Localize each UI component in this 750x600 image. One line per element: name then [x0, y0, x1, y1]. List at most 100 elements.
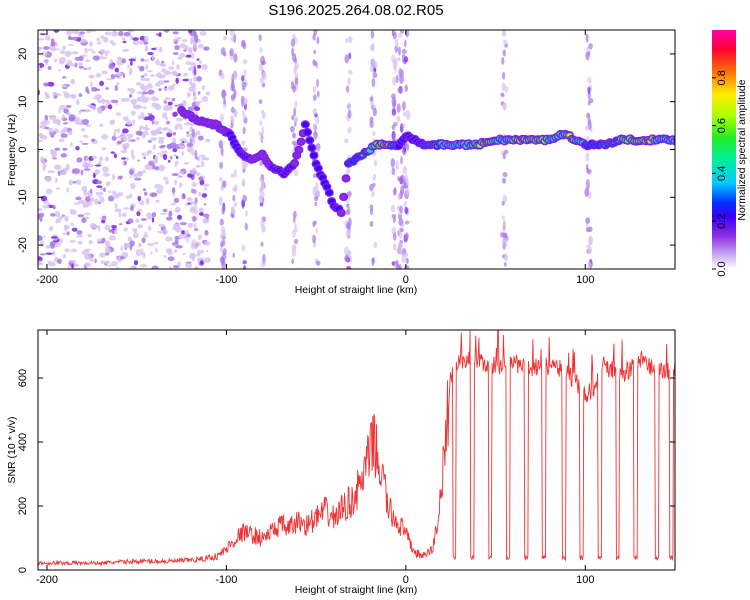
- spectrogram-noise-blob: [159, 145, 165, 149]
- spectrogram-noise-blob: [158, 138, 165, 145]
- spectrogram-streak-blob: [369, 120, 374, 128]
- spectrogram-noise-blob: [95, 72, 102, 78]
- spectrogram-noise-blob: [57, 170, 61, 177]
- spectrogram-streak-blob: [587, 117, 591, 125]
- spectrogram-noise-blob: [38, 38, 45, 41]
- spectrogram-streak-blob: [312, 122, 316, 131]
- spectrogram-streak-blob: [344, 54, 350, 64]
- spectrogram-noise-blob: [155, 189, 163, 194]
- spectrogram-noise-blob: [203, 46, 210, 51]
- spectrogram-noise-blob: [123, 227, 128, 232]
- spectrogram-noise-blob: [133, 234, 139, 239]
- spectrogram-noise-blob: [116, 135, 121, 139]
- spectrogram-noise-blob: [73, 36, 78, 42]
- spectrogram-noise-blob: [172, 31, 180, 35]
- spectrogram-noise-blob: [203, 157, 210, 161]
- spectrogram-noise-blob: [196, 58, 200, 61]
- spectrogram-noise-blob: [140, 264, 147, 268]
- spectrogram-streak-blob: [391, 54, 395, 63]
- spectrogram-noise-blob: [172, 51, 179, 56]
- spectrogram-noise-blob: [68, 114, 76, 121]
- spectrogram-noise-blob: [182, 39, 188, 43]
- spectrogram-noise-blob: [189, 78, 193, 82]
- spectrogram-streak-blob: [400, 30, 405, 34]
- spectrogram-noise-blob: [156, 152, 162, 155]
- spectrogram-noise-blob: [89, 30, 97, 33]
- spectrogram-noise-blob: [167, 256, 175, 262]
- spectrogram-noise-blob: [96, 37, 100, 42]
- spectrogram-noise-blob: [82, 134, 89, 138]
- spectrogram-noise-blob: [129, 182, 136, 190]
- spectrogram-noise-blob: [127, 236, 133, 242]
- spectrogram-noise-blob: [73, 168, 80, 175]
- spectrogram-streak-blob: [501, 82, 506, 92]
- spectrogram-noise-blob: [45, 245, 52, 249]
- spectrogram-streak-blob: [587, 261, 592, 269]
- spectrogram-noise-blob: [198, 176, 204, 182]
- spectrogram-noise-blob: [77, 214, 85, 218]
- spectrogram-noise-blob: [166, 216, 173, 221]
- spectrogram-noise-blob: [43, 82, 49, 87]
- spectrogram-streak-blob: [587, 86, 591, 94]
- spectrogram-noise-blob: [49, 114, 57, 121]
- spectrogram-noise-blob: [41, 160, 46, 165]
- ridge-peak: [674, 141, 675, 142]
- spectrogram-noise-blob: [162, 208, 168, 213]
- spectrogram-noise-blob: [164, 97, 171, 100]
- spectrogram-streak-blob: [503, 233, 507, 239]
- spectrogram-streak-blob: [193, 202, 198, 211]
- spectrogram-noise-blob: [179, 222, 188, 226]
- spectrogram-noise-blob: [143, 234, 149, 238]
- spectrogram-streak-blob: [314, 202, 318, 207]
- spectrogram-streak-blob: [586, 167, 590, 174]
- spectrogram-noise-blob: [179, 182, 182, 189]
- spectrogram-streak-blob: [222, 251, 227, 261]
- spectrogram-noise-blob: [115, 71, 124, 77]
- spectrogram-streak-blob: [259, 77, 265, 84]
- spectrogram-noise-blob: [171, 187, 176, 194]
- spectrogram-noise-blob: [105, 264, 113, 267]
- spectrogram-noise-blob: [147, 112, 153, 116]
- colorbar-tick-label: 0.6: [716, 118, 728, 133]
- spectrogram-noise-blob: [104, 260, 111, 265]
- spectrogram-streak-blob: [404, 142, 408, 149]
- spectrogram-noise-blob: [151, 119, 155, 125]
- spectrogram-noise-blob: [129, 67, 133, 74]
- spectrogram-noise-blob: [62, 147, 68, 151]
- spectrogram-noise-blob: [160, 150, 168, 154]
- spectrogram-noise-blob: [149, 251, 153, 255]
- spectrogram-streak-blob: [587, 76, 592, 85]
- spectrogram-noise-blob: [162, 176, 169, 181]
- spectrogram-noise-blob: [84, 253, 92, 260]
- spectrogram-noise-blob: [99, 187, 104, 191]
- spectrogram-streak-blob: [233, 70, 238, 81]
- spectrogram-noise-blob: [124, 97, 131, 102]
- spectrogram-noise-blob: [66, 30, 73, 36]
- spectrogram-streak-blob: [396, 103, 401, 114]
- spectrogram-noise-blob: [151, 217, 155, 223]
- spectrogram-noise-blob: [179, 52, 186, 58]
- spectrogram-noise-blob: [202, 183, 210, 187]
- spectrogram-noise-blob: [113, 229, 118, 235]
- spectrogram-streak-blob: [397, 87, 403, 94]
- spectrogram-streak-blob: [193, 66, 197, 76]
- spectrogram-noise-blob: [70, 222, 74, 226]
- spectrogram-noise-blob: [60, 50, 66, 55]
- spectrogram-streak-blob: [502, 49, 507, 57]
- spectrogram-noise-blob: [175, 117, 183, 122]
- spectrogram-noise-blob: [168, 248, 173, 253]
- spectrogram-noise-blob: [173, 154, 177, 157]
- spectrogram-streak-blob: [241, 140, 246, 146]
- spectrogram-noise-blob: [44, 176, 52, 182]
- spectrogram-noise-blob: [129, 35, 133, 40]
- spectrogram-noise-blob: [118, 223, 123, 226]
- spectrogram-noise-blob: [147, 139, 152, 143]
- spectrogram-noise-blob: [66, 60, 73, 67]
- spectrogram-noise-blob: [89, 41, 93, 47]
- spectrogram-noise-blob: [115, 112, 122, 116]
- spectrogram-streak-blob: [219, 218, 224, 226]
- ridge-core: [304, 129, 311, 135]
- spectrogram-noise-blob: [90, 138, 96, 142]
- spectrogram-noise-blob: [185, 261, 192, 264]
- ridge-core: [338, 210, 345, 216]
